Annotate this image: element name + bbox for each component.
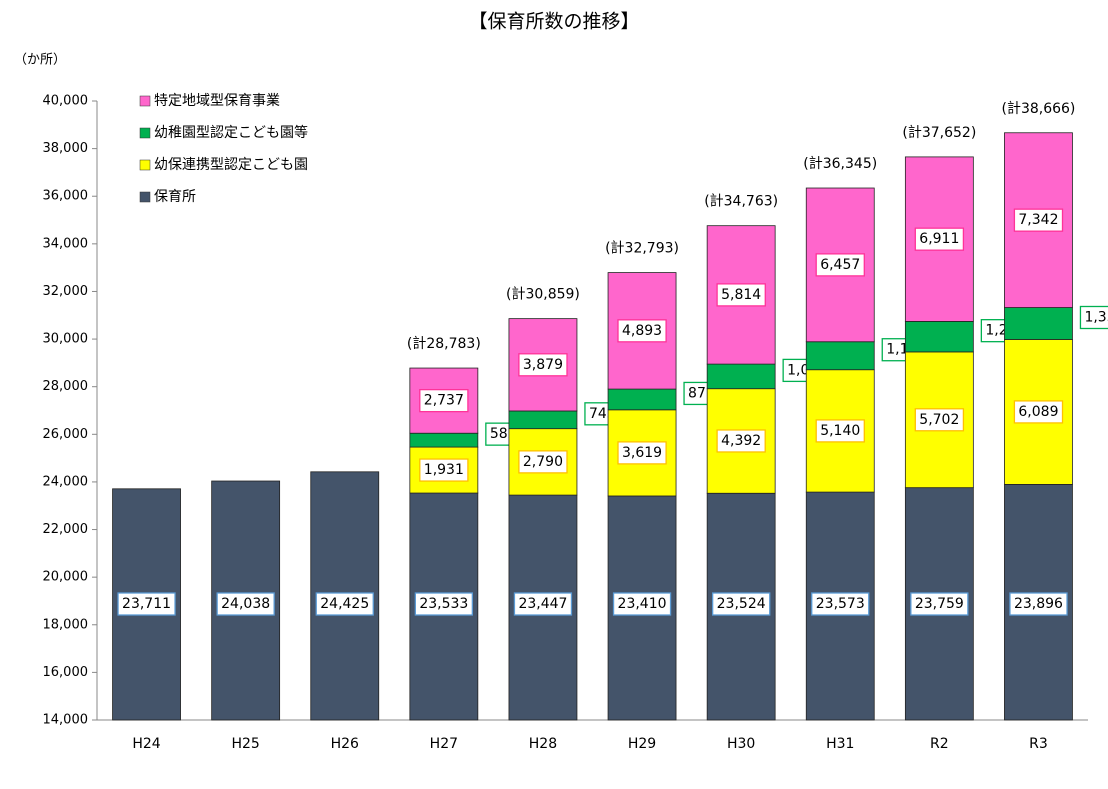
label-box [617, 319, 667, 343]
value-label: 3,619 [622, 445, 662, 461]
total-label: (計38,666) [1001, 101, 1075, 117]
value-label: 24,038 [221, 596, 270, 612]
value-label: 1,931 [424, 462, 464, 478]
legend-swatch [139, 159, 151, 171]
label-box [1079, 305, 1108, 330]
label-box [419, 388, 469, 413]
y-tick-label: 26,000 [43, 427, 89, 442]
label-box [1013, 208, 1064, 232]
value-label: 5,140 [820, 423, 860, 439]
label-box [419, 458, 469, 482]
x-tick-label: H30 [727, 736, 755, 752]
chart-title: 【保育所数の推移】 [468, 11, 639, 33]
y-tick-label: 34,000 [43, 236, 89, 251]
legend-label: 保育所 [154, 189, 196, 205]
legend-label: 特定地域型保育事業 [154, 93, 280, 109]
y-tick-label: 30,000 [43, 332, 89, 347]
value-label: 6,457 [820, 257, 860, 273]
value-label: 1,339 [1084, 309, 1108, 325]
value-label: 5,702 [919, 412, 959, 428]
label-box [617, 441, 667, 465]
value-label: 3,879 [523, 357, 563, 373]
value-label: 23,573 [816, 596, 865, 612]
y-tick-label: 18,000 [43, 617, 89, 632]
label-box [216, 592, 275, 616]
bar-segment [1004, 307, 1073, 340]
total-label: (計37,652) [902, 125, 976, 141]
total-label: (計32,793) [605, 241, 679, 257]
value-label: 2,737 [424, 393, 464, 409]
label-box [716, 283, 766, 307]
value-label: 4,392 [721, 433, 761, 449]
y-tick-label: 24,000 [43, 474, 89, 489]
x-tick-label: R2 [930, 736, 949, 752]
bar-segment [904, 321, 974, 353]
label-box [815, 419, 865, 443]
value-label: 24,425 [320, 596, 369, 612]
total-label: (計34,763) [704, 194, 778, 210]
total-label: (計28,783) [407, 336, 481, 352]
x-tick-label: H24 [132, 736, 160, 752]
label-box [914, 227, 965, 251]
total-label: (計30,859) [506, 287, 580, 303]
x-tick-label: R3 [1029, 736, 1048, 752]
y-tick-label: 40,000 [43, 94, 89, 109]
label-box [513, 592, 573, 616]
value-label: 23,524 [717, 596, 766, 612]
label-box [914, 408, 965, 432]
y-tick-label: 16,000 [43, 665, 89, 680]
value-label: 2,790 [523, 454, 563, 470]
value-label: 7,342 [1018, 212, 1058, 228]
value-label: 23,759 [915, 596, 964, 612]
bar-segment [805, 341, 875, 371]
legend-label: 幼保連携型認定こども園 [154, 157, 308, 173]
x-tick-label: H31 [826, 736, 854, 752]
label-box [414, 592, 474, 616]
legend-swatch [139, 95, 151, 107]
label-box [712, 592, 771, 616]
label-box [811, 592, 870, 616]
x-tick-label: H25 [231, 736, 259, 752]
y-tick-label: 20,000 [43, 570, 89, 585]
legend-label: 幼稚園型認定こども園等 [154, 124, 308, 141]
value-label: 23,533 [419, 596, 468, 612]
legend-swatch [139, 191, 151, 203]
x-tick-label: H26 [331, 736, 359, 752]
value-label: 6,911 [919, 231, 959, 247]
y-tick-label: 14,000 [43, 713, 89, 728]
y-tick-label: 22,000 [43, 522, 89, 537]
y-tick-label: 28,000 [43, 379, 89, 394]
label-box [612, 592, 672, 616]
y-tick-label: 32,000 [43, 284, 89, 299]
value-label: 23,711 [122, 596, 171, 612]
label-box [518, 353, 568, 377]
value-label: 4,893 [622, 323, 662, 339]
value-label: 23,896 [1014, 596, 1063, 612]
value-label: 5,814 [721, 287, 761, 303]
y-unit-label: （か所） [14, 53, 66, 68]
label-box [1009, 592, 1068, 616]
value-label: 23,447 [518, 596, 567, 612]
y-tick-label: 36,000 [43, 189, 89, 204]
label-box [910, 592, 969, 616]
bar-segment [607, 388, 677, 411]
label-box [716, 429, 766, 453]
legend-swatch [139, 127, 151, 139]
bar-segment [706, 363, 776, 390]
label-box [815, 253, 865, 277]
bar-segment [409, 432, 479, 448]
label-box [315, 592, 374, 616]
total-label: (計36,345) [803, 156, 877, 172]
label-box [1013, 400, 1064, 424]
x-tick-label: H28 [529, 736, 557, 752]
label-box [117, 592, 176, 616]
y-tick-label: 38,000 [43, 141, 89, 156]
x-tick-label: H27 [430, 736, 458, 752]
value-label: 6,089 [1018, 404, 1058, 420]
value-label: 23,410 [618, 596, 667, 612]
x-tick-label: H29 [628, 736, 656, 752]
label-box [518, 450, 568, 474]
bar-segment [508, 410, 578, 430]
